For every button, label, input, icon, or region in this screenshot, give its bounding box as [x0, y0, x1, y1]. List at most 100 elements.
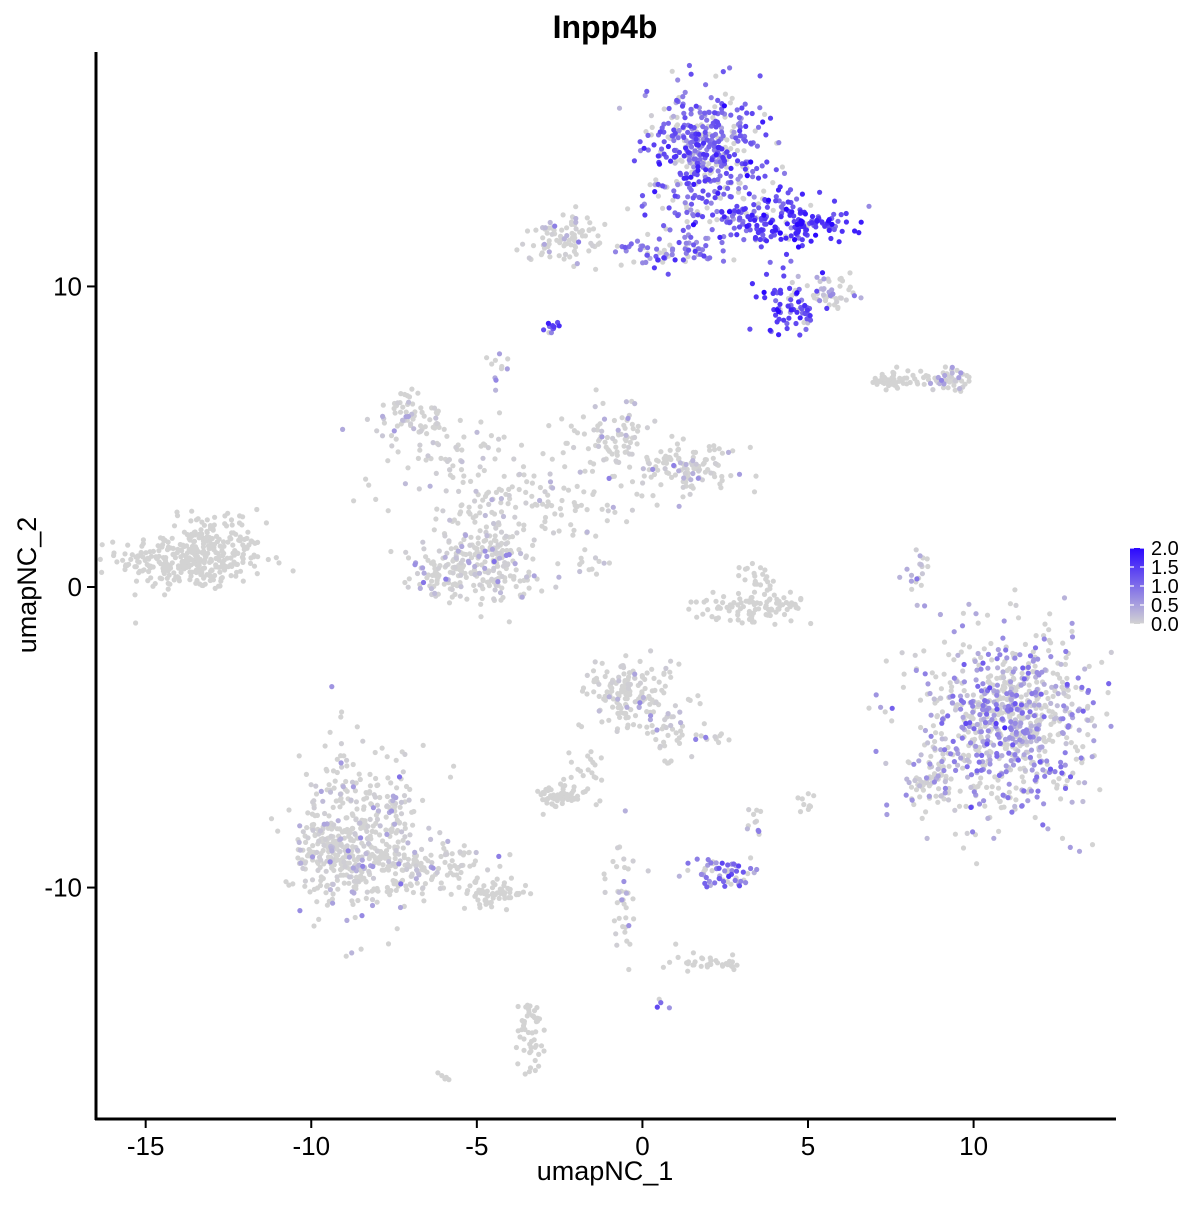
data-point [245, 529, 251, 535]
data-point [380, 402, 386, 408]
data-point [688, 207, 694, 213]
data-point [1001, 675, 1007, 681]
data-point [751, 619, 757, 625]
data-point [431, 405, 438, 411]
data-point [384, 884, 390, 891]
data-point [928, 712, 934, 718]
data-point [314, 849, 320, 856]
data-point [703, 199, 709, 205]
data-point [768, 220, 774, 226]
data-point [568, 774, 574, 781]
data-point [814, 288, 820, 294]
data-point [309, 811, 315, 817]
data-point [709, 157, 715, 163]
data-point [459, 447, 465, 453]
data-point [582, 468, 588, 474]
data-point [495, 579, 501, 585]
data-point [120, 557, 126, 563]
data-point [590, 668, 597, 674]
data-point [768, 607, 774, 613]
data-point [630, 858, 636, 864]
data-point [679, 103, 686, 109]
data-point [549, 503, 555, 509]
data-point [393, 795, 399, 801]
data-point [461, 850, 467, 856]
data-point [558, 781, 564, 787]
data-point [960, 714, 966, 720]
data-point [918, 562, 924, 568]
data-point [433, 415, 439, 421]
data-point [682, 115, 688, 121]
data-point [762, 111, 768, 117]
data-point [974, 861, 980, 867]
data-point [712, 880, 718, 886]
data-point [622, 929, 628, 935]
data-point [576, 239, 582, 245]
data-point [676, 873, 682, 879]
data-point [792, 601, 798, 608]
data-point [674, 97, 680, 103]
data-point [783, 251, 790, 257]
data-point [839, 278, 846, 284]
data-point [1069, 701, 1075, 707]
data-point [561, 776, 567, 782]
data-point [964, 757, 971, 763]
data-point [438, 853, 444, 860]
data-point [1084, 705, 1090, 711]
data-point [685, 860, 691, 866]
data-point [529, 1030, 535, 1036]
data-point [473, 878, 479, 884]
data-point [356, 771, 362, 777]
data-point [760, 119, 766, 125]
data-point [884, 802, 890, 808]
data-point [209, 567, 215, 574]
data-point [713, 958, 719, 964]
data-point [1064, 681, 1070, 687]
data-point [697, 109, 703, 115]
data-point [446, 538, 452, 544]
data-point [349, 811, 355, 817]
data-point [751, 489, 758, 495]
data-point [621, 671, 627, 677]
data-point [489, 497, 495, 503]
data-point [429, 860, 435, 866]
data-point [619, 897, 625, 903]
data-point [697, 156, 703, 162]
data-point [514, 530, 520, 536]
data-point [1042, 748, 1048, 754]
data-point [540, 235, 546, 241]
data-point [799, 796, 805, 802]
data-point [784, 221, 790, 227]
data-point [1061, 690, 1067, 696]
data-point [707, 219, 713, 225]
colorbar-tick-label: 2.0 [1151, 538, 1179, 560]
data-point [935, 773, 941, 779]
data-point [358, 835, 364, 841]
data-point [539, 588, 545, 594]
data-point [602, 876, 608, 882]
data-point [721, 214, 727, 220]
data-point [533, 1042, 539, 1049]
data-point [817, 189, 823, 195]
data-point [394, 785, 400, 791]
data-point [165, 544, 171, 550]
data-point [735, 612, 741, 618]
data-point [457, 849, 463, 855]
data-point [890, 369, 896, 375]
data-point [649, 666, 655, 672]
data-point [939, 720, 945, 726]
data-point [524, 479, 530, 485]
data-point [1058, 661, 1064, 667]
data-point [457, 417, 463, 423]
data-point [438, 455, 444, 461]
data-point [1052, 711, 1058, 717]
data-point [776, 140, 782, 146]
data-point [731, 225, 737, 231]
data-point [547, 254, 553, 260]
x-tick-label: -5 [465, 1131, 488, 1161]
data-point [297, 823, 303, 829]
data-point [513, 583, 519, 590]
data-point [951, 759, 958, 765]
data-point [957, 788, 963, 794]
data-point [736, 883, 743, 889]
